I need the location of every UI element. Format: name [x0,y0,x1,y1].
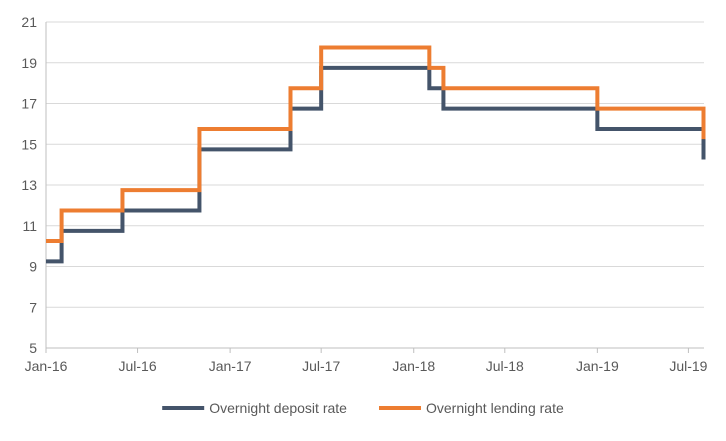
y-tick-label: 21 [21,14,37,30]
legend-label: Overnight lending rate [426,400,564,416]
y-tick-label: 17 [21,96,37,112]
series-line-deposit-rate [46,65,706,264]
series-lines [46,45,706,264]
legend-label: Overnight deposit rate [209,400,347,416]
y-tick-label: 11 [22,218,37,234]
legend-item-deposit-rate: Overnight deposit rate [162,400,347,416]
y-tick-label: 5 [29,340,37,356]
y-tick-label: 19 [21,55,37,71]
series-line-lending-rate [46,45,706,244]
x-tick-label: Jul-17 [302,358,340,374]
x-tick-label: Jan-17 [209,358,252,374]
y-tick-label: 9 [29,259,37,275]
axes: 5 7 9 11 13 15 17 19 21 Jan-16 Jul-16 Jan-17 Jul-17 J… [21,14,707,374]
y-tick-label: 15 [21,136,37,152]
x-tick-label: Jul-19 [669,358,707,374]
y-tick-label: 7 [29,299,37,315]
x-tick-label: Jul-18 [486,358,524,374]
x-tick-label: Jan-19 [576,358,619,374]
gridlines [46,21,704,349]
x-tick-label: Jan-16 [25,358,68,374]
y-tick-label: 13 [21,177,37,193]
x-tick-label: Jan-18 [392,358,435,374]
x-tick-label: Jul-16 [118,358,156,374]
legend-item-lending-rate: Overnight lending rate [379,400,564,416]
legend: Overnight deposit rate Overnight lending … [162,400,564,416]
